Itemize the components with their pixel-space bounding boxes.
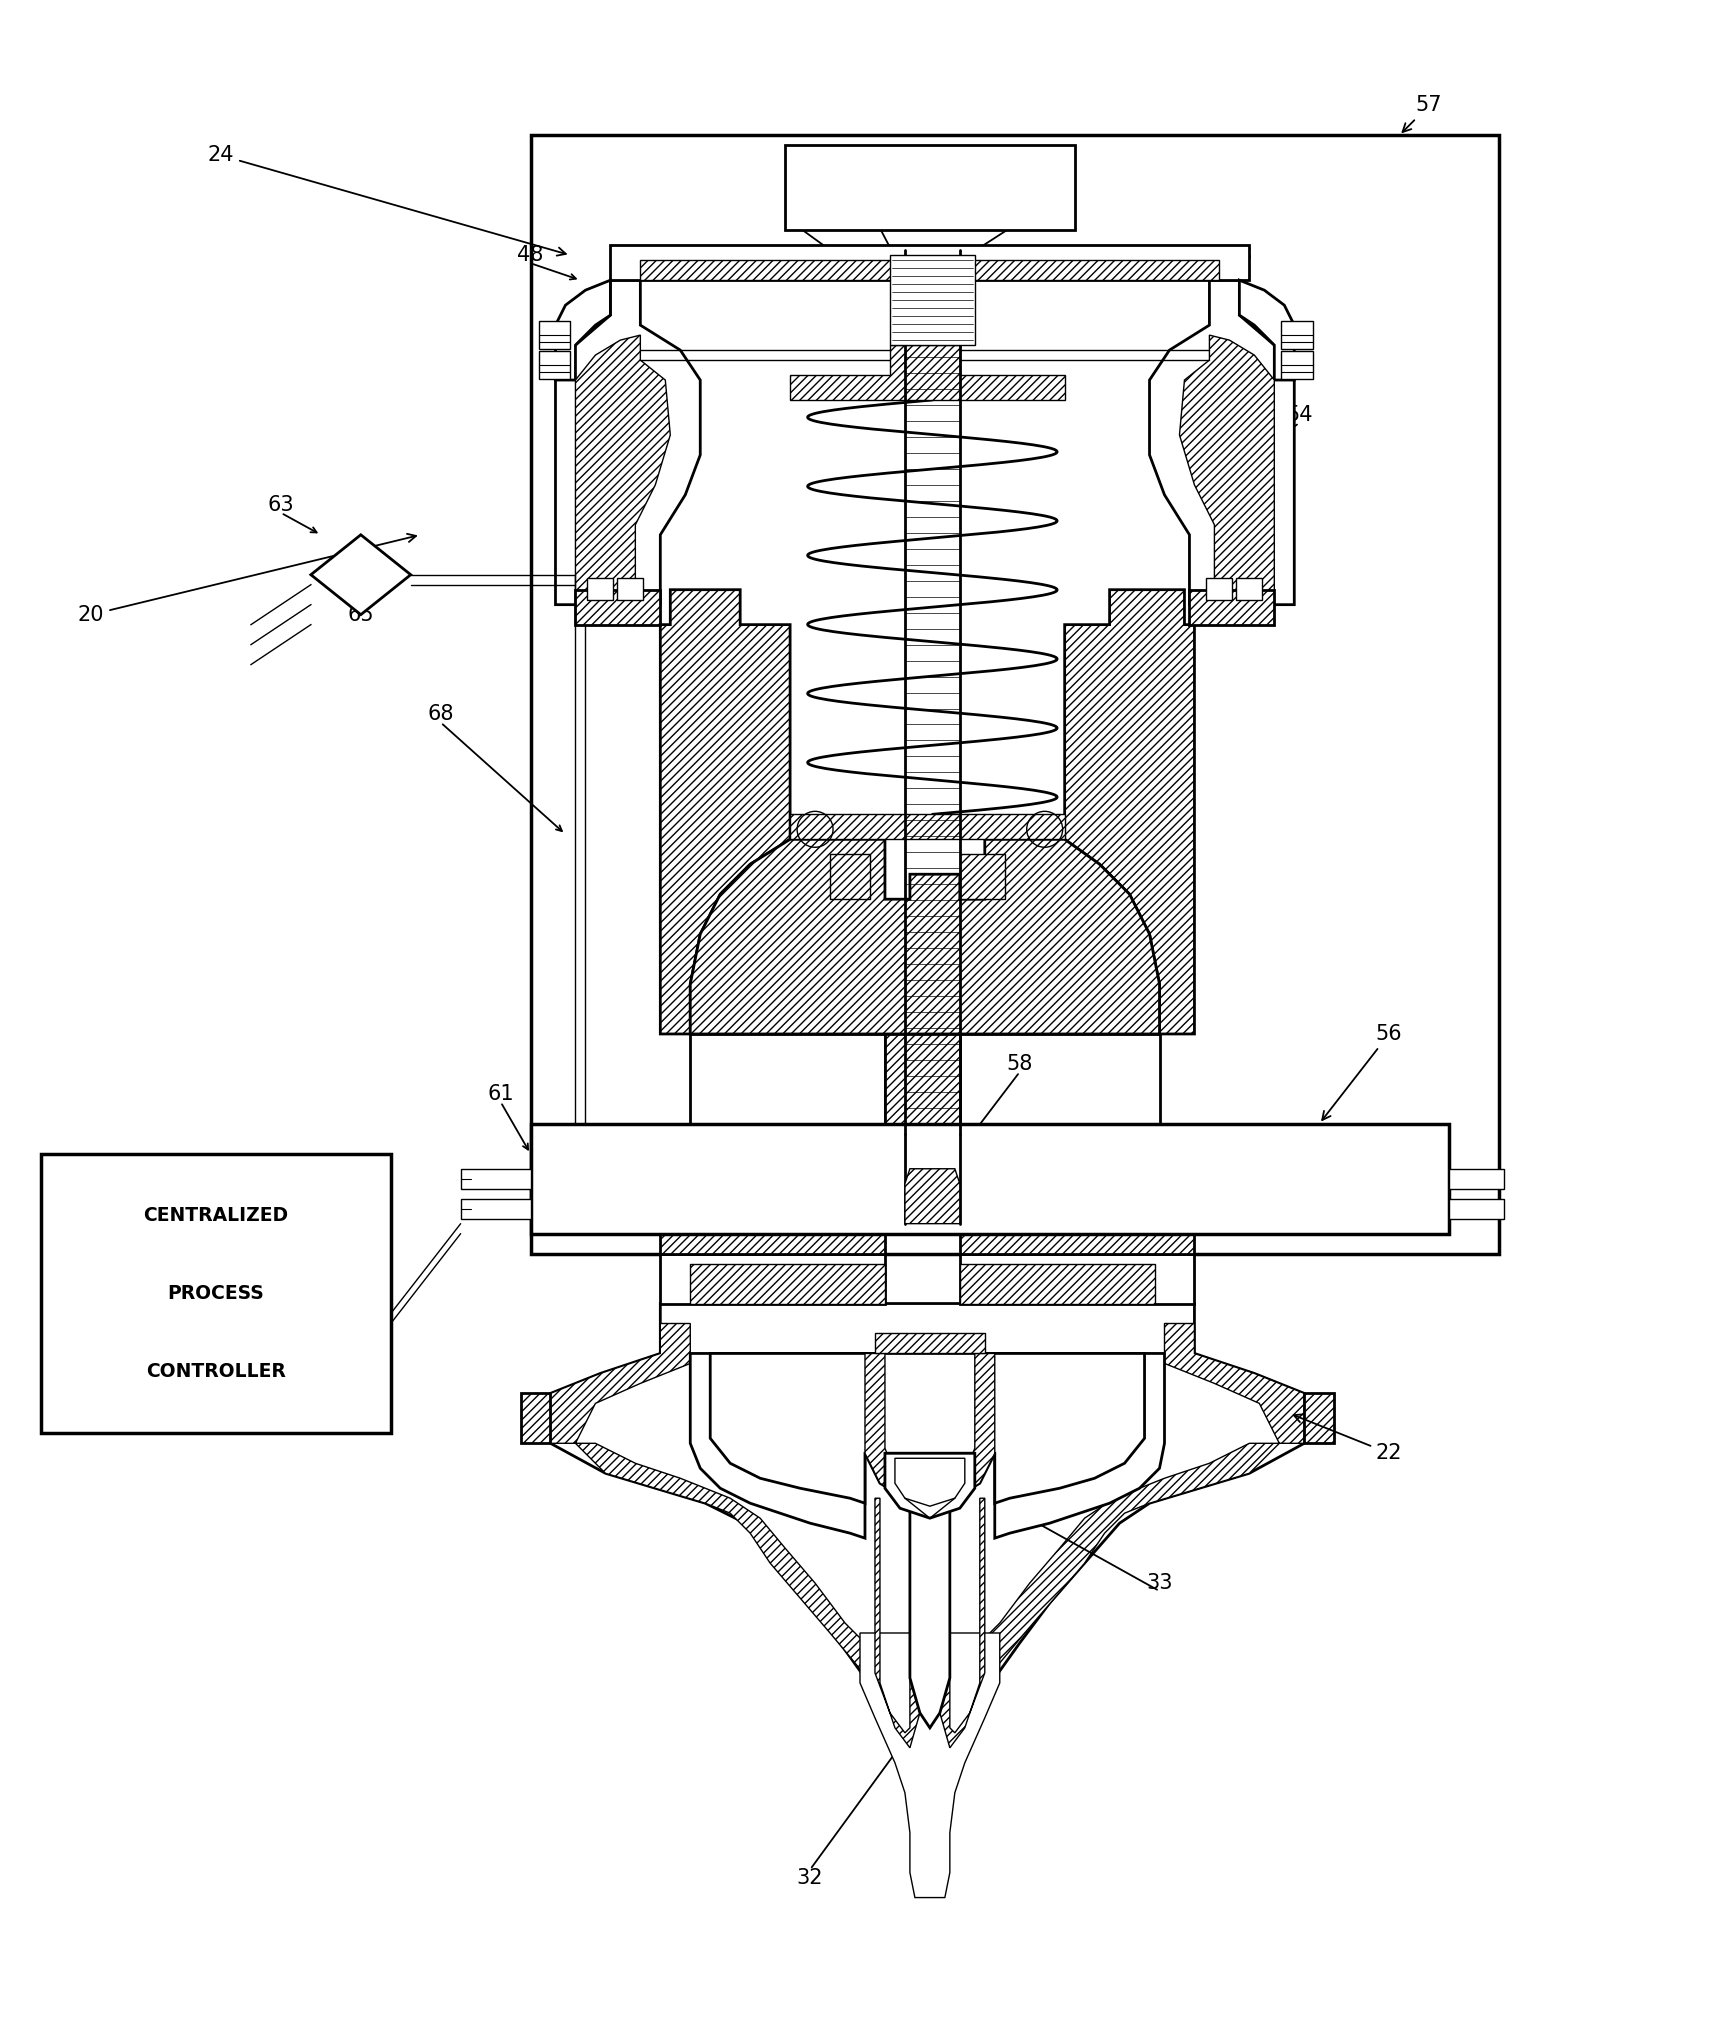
Bar <box>1207 578 1232 600</box>
Bar <box>461 1198 530 1218</box>
Polygon shape <box>711 1353 1145 1503</box>
Text: PROCESS: PROCESS <box>167 1283 265 1304</box>
Bar <box>530 136 1499 1253</box>
Text: 65: 65 <box>347 604 374 624</box>
Polygon shape <box>660 590 790 1033</box>
Text: 48: 48 <box>518 246 543 264</box>
Polygon shape <box>790 814 1065 840</box>
Polygon shape <box>550 1324 930 1723</box>
Bar <box>1236 578 1263 600</box>
Polygon shape <box>555 281 610 380</box>
Text: 58: 58 <box>1007 1054 1032 1074</box>
Bar <box>1282 321 1313 350</box>
Polygon shape <box>521 1393 550 1444</box>
Polygon shape <box>940 1499 984 1747</box>
Polygon shape <box>885 1033 960 1224</box>
Polygon shape <box>1150 281 1294 604</box>
Bar <box>461 1170 530 1188</box>
Polygon shape <box>576 336 670 604</box>
Bar <box>538 321 571 350</box>
Text: 52: 52 <box>1106 875 1133 895</box>
Polygon shape <box>865 1353 909 1499</box>
Text: 68: 68 <box>427 704 455 724</box>
Polygon shape <box>960 1263 1155 1304</box>
Polygon shape <box>960 1253 1195 1304</box>
Bar <box>1449 1170 1504 1188</box>
Text: CENTRALIZED: CENTRALIZED <box>144 1206 289 1224</box>
Text: 22: 22 <box>1294 1414 1403 1462</box>
Polygon shape <box>875 1499 919 1747</box>
Text: 20: 20 <box>79 533 415 624</box>
Polygon shape <box>690 840 1159 1033</box>
Polygon shape <box>865 1353 995 1503</box>
Polygon shape <box>660 1224 885 1253</box>
Text: 54: 54 <box>1287 405 1313 425</box>
Bar <box>41 1153 391 1434</box>
Text: 60: 60 <box>1166 1214 1193 1235</box>
Text: 55: 55 <box>73 1163 99 1184</box>
Text: 48: 48 <box>786 210 813 230</box>
Polygon shape <box>950 1353 995 1499</box>
Text: 61: 61 <box>487 1084 514 1104</box>
Bar <box>875 1334 984 1353</box>
Polygon shape <box>1189 590 1275 624</box>
Text: CONTROLLER: CONTROLLER <box>145 1363 285 1381</box>
Polygon shape <box>690 1033 885 1224</box>
Polygon shape <box>610 246 1249 281</box>
Text: 63: 63 <box>268 494 294 515</box>
Bar <box>890 254 974 346</box>
Polygon shape <box>555 281 701 604</box>
Polygon shape <box>1304 1393 1335 1444</box>
Text: 53: 53 <box>1225 246 1253 264</box>
Polygon shape <box>690 1263 885 1304</box>
Polygon shape <box>906 1170 960 1224</box>
Polygon shape <box>831 854 870 899</box>
Polygon shape <box>1239 281 1294 380</box>
Bar <box>1282 352 1313 378</box>
Polygon shape <box>641 260 1220 281</box>
Polygon shape <box>930 1324 1304 1723</box>
Polygon shape <box>1065 590 1195 1033</box>
Text: 49: 49 <box>866 210 894 230</box>
Text: 57: 57 <box>1403 96 1442 132</box>
Polygon shape <box>909 1503 950 1727</box>
Bar <box>530 1125 1449 1235</box>
Polygon shape <box>960 1033 1159 1224</box>
Polygon shape <box>860 1633 1000 1898</box>
Text: 33: 33 <box>1147 1572 1172 1593</box>
Polygon shape <box>576 590 660 624</box>
Bar <box>1449 1198 1504 1218</box>
Polygon shape <box>690 1353 1164 1538</box>
Bar <box>784 144 1075 230</box>
Polygon shape <box>960 1224 1195 1253</box>
Polygon shape <box>1179 336 1275 604</box>
Polygon shape <box>790 346 1065 401</box>
Text: 38: 38 <box>1106 665 1133 685</box>
Text: 56: 56 <box>1323 1023 1403 1121</box>
Polygon shape <box>896 1458 966 1507</box>
Polygon shape <box>960 854 1005 899</box>
Polygon shape <box>550 1304 1304 1723</box>
Polygon shape <box>311 535 410 614</box>
Text: 24: 24 <box>208 144 566 256</box>
Bar <box>538 352 571 378</box>
Polygon shape <box>660 1253 885 1304</box>
Polygon shape <box>885 1452 974 1517</box>
Text: 32: 32 <box>796 1867 824 1888</box>
Bar <box>617 578 643 600</box>
Text: 42: 42 <box>996 210 1024 230</box>
Text: 50: 50 <box>1136 755 1162 775</box>
Bar <box>588 578 614 600</box>
